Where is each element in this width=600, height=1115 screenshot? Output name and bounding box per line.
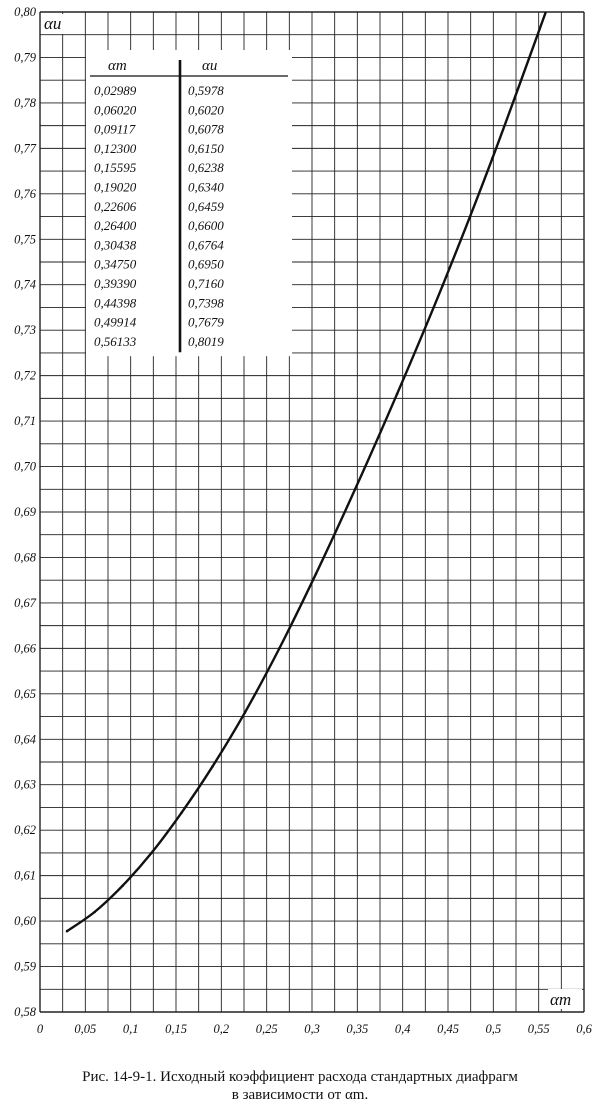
data-point (491, 156, 494, 160)
y-tick-label: 0,70 (14, 460, 37, 474)
table-header-ai: αи (202, 58, 217, 74)
table-cell-am: 0,15595 (94, 160, 137, 175)
table-cell-am: 0,49914 (94, 315, 137, 330)
data-point (65, 929, 69, 933)
tick-labels: 0 0,05 0,1 0,15 0,2 0,25 0,3 0,35 0,4 0,45 0,5 0,55… (14, 5, 592, 1036)
table-cell-ai: 0,6078 (188, 122, 224, 137)
table-cell-am: 0,30438 (94, 237, 137, 252)
table-cell-ai: 0,6764 (188, 237, 224, 252)
table-cell-ai: 0,6459 (188, 199, 224, 214)
chart: 0 0,05 0,1 0,15 0,2 0,25 0,3 0,35 0,4 0,45 0,5 0,55… (14, 5, 592, 1036)
table-cell-ai: 0,7160 (188, 276, 224, 291)
table-cell-ai: 0,8019 (188, 334, 224, 349)
data-point (353, 487, 357, 491)
table-cell-am: 0,39390 (94, 276, 137, 291)
x-tick-label: 0,25 (256, 1022, 278, 1036)
table-cell-ai: 0,6238 (188, 160, 224, 175)
table-cell-am: 0,22606 (94, 199, 137, 214)
x-tick-label: 0,55 (528, 1022, 550, 1036)
table-cell-am: 0,02989 (94, 83, 137, 98)
y-tick-label: 0,76 (14, 187, 37, 201)
table-cell-am: 0,19020 (94, 180, 137, 195)
y-tick-label: 0,62 (14, 823, 36, 837)
ylabel: αи (44, 14, 61, 33)
y-tick-label: 0,59 (14, 960, 37, 974)
table-background (86, 50, 292, 357)
data-point (150, 851, 153, 855)
caption-line-2: в зависимости от αm. (231, 1087, 369, 1103)
table-cell-am: 0,34750 (94, 257, 137, 272)
y-tick-label: 0,74 (14, 278, 36, 292)
x-tick-label: 0,45 (437, 1022, 459, 1036)
table-cell-ai: 0,5978 (188, 83, 224, 98)
x-tick-label: 0,3 (304, 1022, 320, 1036)
xlabel: αm (550, 990, 571, 1009)
table-cell-am: 0,44398 (94, 295, 137, 310)
table-cell-ai: 0,7679 (188, 315, 224, 330)
table-cell-ai: 0,6950 (188, 257, 224, 272)
data-point (314, 572, 318, 576)
y-tick-label: 0,75 (14, 232, 36, 246)
y-tick-label: 0,58 (14, 1005, 37, 1019)
y-tick-label: 0,71 (14, 414, 36, 428)
table-cell-ai: 0,6150 (188, 141, 224, 156)
figure-caption: Рис. 14-9-1. Исходный коэффициент расход… (0, 1068, 600, 1104)
table-cell-am: 0,09117 (94, 122, 136, 137)
y-tick-label: 0,73 (14, 323, 36, 337)
x-tick-label: 0,35 (346, 1022, 368, 1036)
y-tick-label: 0,79 (14, 50, 37, 64)
y-tick-label: 0,72 (14, 369, 36, 383)
x-tick-label: 0,4 (395, 1022, 411, 1036)
y-tick-label: 0,67 (14, 596, 37, 610)
y-tick-label: 0,69 (14, 505, 37, 519)
x-tick-label: 0,5 (486, 1022, 502, 1036)
y-tick-label: 0,80 (14, 5, 37, 19)
caption-line-1: Рис. 14-9-1. Исходный коэффициент расход… (82, 1069, 518, 1085)
ylabel-background (42, 14, 66, 34)
y-tick-label: 0,63 (14, 778, 36, 792)
x-tick-label: 0,05 (74, 1022, 96, 1036)
data-points (65, 156, 494, 933)
xlabel-background (548, 989, 582, 1009)
x-tick-label: 0,6 (576, 1022, 592, 1036)
data-point (243, 711, 247, 714)
data-point (441, 284, 444, 287)
x-tick-label: 0 (37, 1022, 44, 1036)
table-cell-ai: 0,7398 (188, 295, 224, 310)
x-tick-label: 0,1 (123, 1022, 139, 1036)
y-tick-label: 0,77 (14, 141, 37, 155)
series-line (65, 12, 548, 933)
table-cell-am: 0,06020 (94, 102, 137, 117)
data-point (211, 765, 214, 768)
y-tick-label: 0,61 (14, 869, 36, 883)
y-tick-label: 0,65 (14, 687, 36, 701)
y-tick-label: 0,60 (14, 914, 37, 928)
table-cell-am: 0,26400 (94, 218, 137, 233)
data-point (121, 884, 124, 887)
data-point (93, 910, 96, 914)
table-cell-ai: 0,6020 (188, 102, 224, 117)
axis-names: αи αm (42, 14, 582, 1009)
table-cell-am: 0,56133 (94, 334, 137, 349)
y-tick-label: 0,64 (14, 732, 36, 746)
y-tick-label: 0,68 (14, 550, 37, 564)
data-table: αm αи 0,02989 0,5978 0,06020 0,6020 0,09117 0,6… (90, 58, 288, 353)
table-cell-ai: 0,6600 (188, 218, 224, 233)
table-header-am: αm (108, 58, 127, 74)
x-tick-label: 0,2 (214, 1022, 230, 1036)
x-tick-label: 0,15 (165, 1022, 187, 1036)
table-cell-am: 0,12300 (94, 141, 137, 156)
data-point (395, 392, 399, 396)
data-point (278, 647, 281, 650)
y-tick-label: 0,78 (14, 96, 37, 110)
data-point (180, 811, 183, 815)
table-cell-ai: 0,6340 (188, 180, 224, 195)
y-tick-label: 0,66 (14, 641, 37, 655)
